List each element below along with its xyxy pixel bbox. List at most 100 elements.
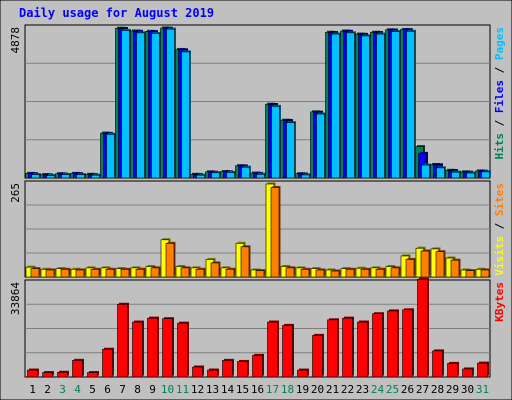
pages-bar-day-7 xyxy=(121,30,130,179)
pages-bar-day-8 xyxy=(136,32,145,179)
kbytes-bar-day-4 xyxy=(72,360,83,378)
x-tick-label: 29 xyxy=(446,383,459,396)
kbytes-bar-day-27 xyxy=(417,278,428,378)
sites-bar-day-14 xyxy=(225,268,235,278)
sites-bar-day-21 xyxy=(330,270,340,278)
kbytes-bar-day-1 xyxy=(27,369,38,378)
kbytes-bar-day-10 xyxy=(162,318,173,378)
kbytes-bar-day-22 xyxy=(342,317,353,378)
x-tick-label: 8 xyxy=(134,383,141,396)
panel-2-legend: Visits / Sites xyxy=(493,183,506,276)
pages-bar-day-19 xyxy=(301,174,310,179)
x-tick-label: 3 xyxy=(59,383,66,396)
sites-bar-day-30 xyxy=(465,270,475,278)
kbytes-bar-day-14 xyxy=(222,360,233,378)
kbytes-bar-day-19 xyxy=(297,369,308,378)
sites-bar-day-13 xyxy=(210,262,220,278)
sites-bar-day-3 xyxy=(60,268,70,278)
panel-2-legend-part-2: Sites xyxy=(493,183,506,216)
kbytes-bar-day-24 xyxy=(372,313,383,378)
panel-3-max-label: 33864 xyxy=(9,282,22,315)
x-tick-label: 28 xyxy=(431,383,444,396)
kbytes-bar-day-5 xyxy=(87,372,98,378)
panel-3-legend: KBytes xyxy=(493,282,506,322)
kbytes-bar-day-15 xyxy=(237,361,248,378)
panel-1-legend-part-1: / xyxy=(493,113,506,133)
sites-bar-day-11 xyxy=(180,267,190,278)
sites-bar-day-19 xyxy=(300,268,310,278)
sites-bar-day-24 xyxy=(375,268,385,278)
kbytes-bar-day-6 xyxy=(102,348,113,378)
x-tick-label: 26 xyxy=(401,383,414,396)
kbytes-bar-day-11 xyxy=(177,322,188,378)
sites-bar-day-25 xyxy=(390,267,400,278)
kbytes-bar-day-18 xyxy=(282,325,293,378)
panel-1-legend-part-0: Hits xyxy=(493,133,506,160)
x-tick-label: 22 xyxy=(341,383,354,396)
x-tick-label: 15 xyxy=(236,383,249,396)
kbytes-bar-day-21 xyxy=(327,319,338,378)
panel-2-legend-part-1: / xyxy=(493,216,506,236)
pages-bar-day-28 xyxy=(436,167,445,179)
sites-bar-day-28 xyxy=(435,251,445,278)
panel-1-legend-part-4: Pages xyxy=(493,27,506,60)
kbytes-bar-day-17 xyxy=(267,321,278,378)
sites-bar-day-18 xyxy=(285,267,295,278)
pages-bar-day-15 xyxy=(241,166,250,179)
sites-bar-day-23 xyxy=(360,268,370,278)
chart-title: Daily usage for August 2019 xyxy=(19,6,214,20)
x-tick-label: 6 xyxy=(104,383,111,396)
pages-bar-day-29 xyxy=(451,171,460,179)
x-tick-label: 17 xyxy=(266,383,279,396)
sites-bar-day-29 xyxy=(450,259,460,278)
pages-bar-day-20 xyxy=(316,113,325,179)
pages-bar-day-11 xyxy=(181,51,190,179)
sites-bar-day-12 xyxy=(195,268,205,278)
pages-bar-day-25 xyxy=(391,31,400,179)
sites-bar-day-5 xyxy=(90,268,100,278)
sites-bar-day-26 xyxy=(405,259,415,278)
sites-bar-day-6 xyxy=(105,268,115,278)
panel-1-legend-part-3: / xyxy=(493,60,506,80)
sites-bar-day-16 xyxy=(255,270,265,278)
x-tick-label: 4 xyxy=(74,383,81,396)
kbytes-bar-day-30 xyxy=(462,368,473,378)
pages-bar-day-17 xyxy=(271,106,280,179)
pages-bar-day-21 xyxy=(331,33,340,179)
x-tick-label: 12 xyxy=(191,383,204,396)
kbytes-bar-day-31 xyxy=(477,362,488,378)
pages-bar-day-9 xyxy=(151,33,160,179)
x-tick-label: 14 xyxy=(221,383,235,396)
x-tick-label: 1 xyxy=(29,383,36,396)
kbytes-bar-day-9 xyxy=(147,317,158,378)
sites-bar-day-10 xyxy=(165,243,175,278)
kbytes-bar-day-3 xyxy=(57,371,68,378)
x-tick-label: 18 xyxy=(281,383,294,396)
x-tick-label: 25 xyxy=(386,383,399,396)
kbytes-bar-day-20 xyxy=(312,335,323,378)
kbytes-bar-day-28 xyxy=(432,350,443,378)
kbytes-bar-day-26 xyxy=(402,309,413,378)
pages-bar-day-2 xyxy=(46,175,55,179)
panel-3-legend-part-0: KBytes xyxy=(493,282,506,322)
sites-bar-day-2 xyxy=(45,269,55,278)
pages-bar-day-10 xyxy=(166,28,175,179)
pages-bar-day-13 xyxy=(211,172,220,179)
sites-bar-day-4 xyxy=(75,269,85,278)
kbytes-bar-day-2 xyxy=(42,372,53,378)
sites-bar-day-1 xyxy=(30,268,40,278)
pages-bar-day-23 xyxy=(361,35,370,179)
x-tick-label: 2 xyxy=(44,383,51,396)
pages-bar-day-31 xyxy=(481,171,490,179)
kbytes-bar-day-25 xyxy=(387,310,398,378)
kbytes-bar-day-13 xyxy=(207,369,218,378)
pages-bar-day-4 xyxy=(76,174,85,179)
kbytes-bar-day-8 xyxy=(132,321,143,378)
panel-2-max-label: 265 xyxy=(9,183,22,203)
kbytes-bar-day-12 xyxy=(192,366,203,378)
x-tick-label: 9 xyxy=(149,383,156,396)
chart-panels: 4878 Hits / Files / Pages 265 Visits / Site… xyxy=(9,24,506,378)
sites-bar-day-27 xyxy=(420,250,430,278)
pages-bar-day-26 xyxy=(406,31,415,179)
panel-1-legend: Hits / Files / Pages xyxy=(493,27,506,160)
